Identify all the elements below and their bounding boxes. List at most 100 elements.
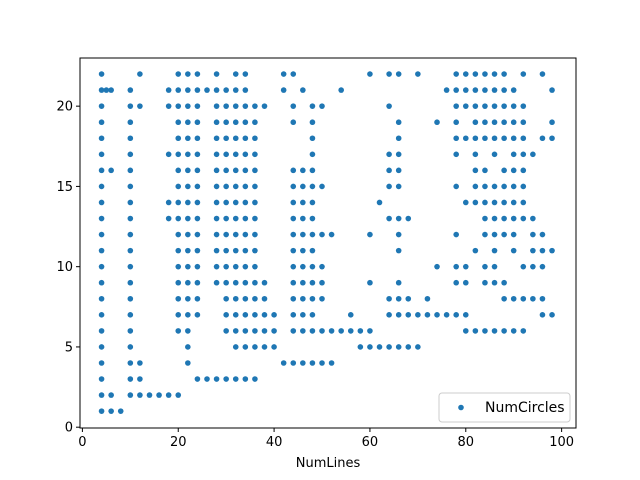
data-point xyxy=(309,312,316,318)
data-point xyxy=(530,151,536,158)
data-point xyxy=(328,360,335,366)
data-point xyxy=(252,199,258,206)
data-point xyxy=(98,279,105,286)
data-point xyxy=(491,87,498,93)
data-point xyxy=(185,295,191,302)
data-point xyxy=(213,103,220,109)
data-point xyxy=(232,135,239,142)
data-point xyxy=(194,312,201,318)
data-point xyxy=(98,167,105,174)
data-point xyxy=(175,87,182,93)
data-point xyxy=(520,71,527,77)
data-point xyxy=(98,71,105,77)
data-point xyxy=(510,167,517,174)
y-tick-label: 5 xyxy=(65,340,73,355)
data-point xyxy=(482,71,488,77)
data-point xyxy=(194,183,201,190)
data-point xyxy=(415,71,421,77)
data-point xyxy=(271,312,277,318)
data-point xyxy=(491,279,498,286)
data-point xyxy=(175,135,182,142)
data-point xyxy=(223,167,229,174)
data-point xyxy=(175,279,182,286)
data-point xyxy=(175,183,182,190)
data-point xyxy=(300,295,306,302)
x-tick-label: 100 xyxy=(549,435,574,450)
x-tick-label: 80 xyxy=(458,435,475,450)
data-point xyxy=(223,279,229,286)
data-point xyxy=(232,295,239,302)
data-point xyxy=(127,119,134,126)
data-point xyxy=(491,247,498,254)
data-point xyxy=(338,328,344,334)
data-point xyxy=(261,328,268,334)
data-point xyxy=(501,119,507,126)
data-point xyxy=(472,151,479,158)
data-point xyxy=(232,199,239,206)
data-point xyxy=(185,215,191,222)
data-point xyxy=(232,376,239,382)
data-point xyxy=(357,328,364,334)
y-tick-label: 20 xyxy=(56,100,73,115)
data-point xyxy=(491,215,498,222)
data-point xyxy=(309,119,316,126)
data-point xyxy=(405,312,412,318)
data-point xyxy=(242,231,249,238)
data-point xyxy=(127,183,134,190)
data-point xyxy=(482,135,488,142)
data-point xyxy=(319,183,325,190)
data-point xyxy=(242,167,249,174)
data-point xyxy=(472,135,479,142)
data-point xyxy=(108,392,114,398)
data-point xyxy=(539,247,546,254)
data-point xyxy=(213,247,220,254)
data-point xyxy=(482,119,488,126)
data-point xyxy=(386,167,392,174)
data-point xyxy=(520,183,527,190)
data-point xyxy=(194,71,201,77)
data-point xyxy=(194,199,201,206)
data-point xyxy=(242,71,249,77)
data-point xyxy=(252,344,258,350)
data-point xyxy=(300,215,306,222)
data-point xyxy=(472,103,479,109)
data-point xyxy=(137,360,143,366)
data-point xyxy=(367,344,373,350)
data-point xyxy=(271,328,277,334)
data-point xyxy=(510,151,517,158)
data-point xyxy=(98,312,105,318)
data-point xyxy=(213,183,220,190)
data-point xyxy=(453,263,459,270)
data-point xyxy=(309,328,316,334)
y-axis-ticks: 0 5 10 15 20 xyxy=(56,100,80,436)
data-point xyxy=(165,199,172,206)
data-point xyxy=(472,119,479,126)
data-point xyxy=(453,151,459,158)
data-point xyxy=(472,247,479,254)
data-point xyxy=(510,103,517,109)
data-point xyxy=(472,71,479,77)
data-point xyxy=(415,344,421,350)
data-point xyxy=(539,135,546,142)
data-point xyxy=(185,183,191,190)
data-point xyxy=(280,71,287,77)
data-point xyxy=(252,167,258,174)
data-point xyxy=(252,231,258,238)
data-point xyxy=(127,263,134,270)
data-point xyxy=(185,247,191,254)
data-point xyxy=(185,328,191,334)
data-point xyxy=(405,344,412,350)
data-point xyxy=(242,215,249,222)
data-point xyxy=(386,71,392,77)
data-point xyxy=(510,215,517,222)
data-point xyxy=(232,231,239,238)
data-point xyxy=(194,151,201,158)
data-point xyxy=(175,231,182,238)
data-point xyxy=(185,344,191,350)
data-point xyxy=(510,231,517,238)
data-point xyxy=(185,71,191,77)
data-point xyxy=(185,119,191,126)
data-point xyxy=(108,167,114,174)
data-point xyxy=(185,312,191,318)
data-point xyxy=(185,279,191,286)
